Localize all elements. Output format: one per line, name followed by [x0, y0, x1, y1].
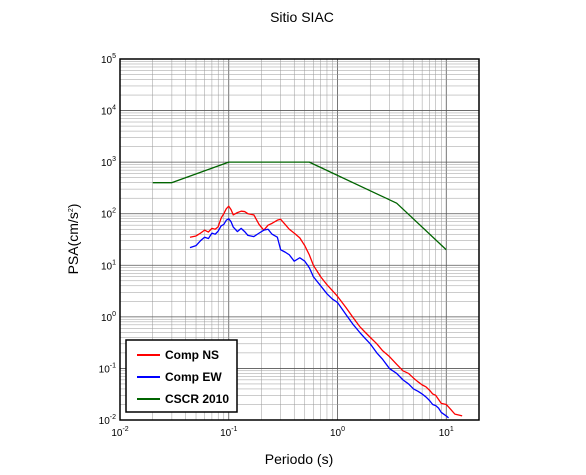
y-tick-label: 103 — [101, 156, 116, 169]
x-tick-label: 10-2 — [111, 426, 128, 439]
series-layer — [152, 161, 463, 419]
y-tick-label: 100 — [101, 311, 116, 324]
y-tick-label: 101 — [101, 259, 116, 272]
y-tick-label: 102 — [101, 208, 116, 221]
y-tick-label: 10-1 — [99, 362, 116, 375]
x-tick-labels: 10-2 10-1 100 101 — [111, 426, 454, 439]
series-line-comp-ew — [189, 218, 449, 419]
plot-frame — [119, 58, 480, 421]
y-tick-label: 105 — [101, 53, 116, 66]
legend-label-ew: Comp EW — [165, 370, 222, 384]
chart-title: Sitio SIAC — [270, 9, 334, 25]
legend: Comp NS Comp EW CSCR 2010 — [125, 339, 238, 413]
x-axis-label: Periodo (s) — [265, 451, 333, 467]
legend-label-ns: Comp NS — [165, 348, 219, 362]
series-line-comp-ns — [189, 205, 463, 417]
y-axis-label-tail: ) — [65, 204, 81, 209]
x-tick-label: 10-1 — [220, 426, 237, 439]
y-axis-label-base: PSA(cm/s — [65, 212, 81, 274]
y-axis-label-sup: 2 — [68, 208, 75, 212]
y-axis-label: PSA(cm/s2) — [65, 204, 81, 275]
x-tick-label: 101 — [439, 426, 454, 439]
legend-label-cscr: CSCR 2010 — [165, 392, 229, 406]
x-tick-label: 100 — [330, 426, 345, 439]
y-tick-label: 104 — [101, 105, 116, 118]
series-line-cscr-2010 — [152, 161, 447, 251]
y-tick-label: 10-2 — [99, 414, 116, 427]
y-tick-labels: 10-2 10-1 100 101 102 103 104 105 — [99, 53, 116, 427]
